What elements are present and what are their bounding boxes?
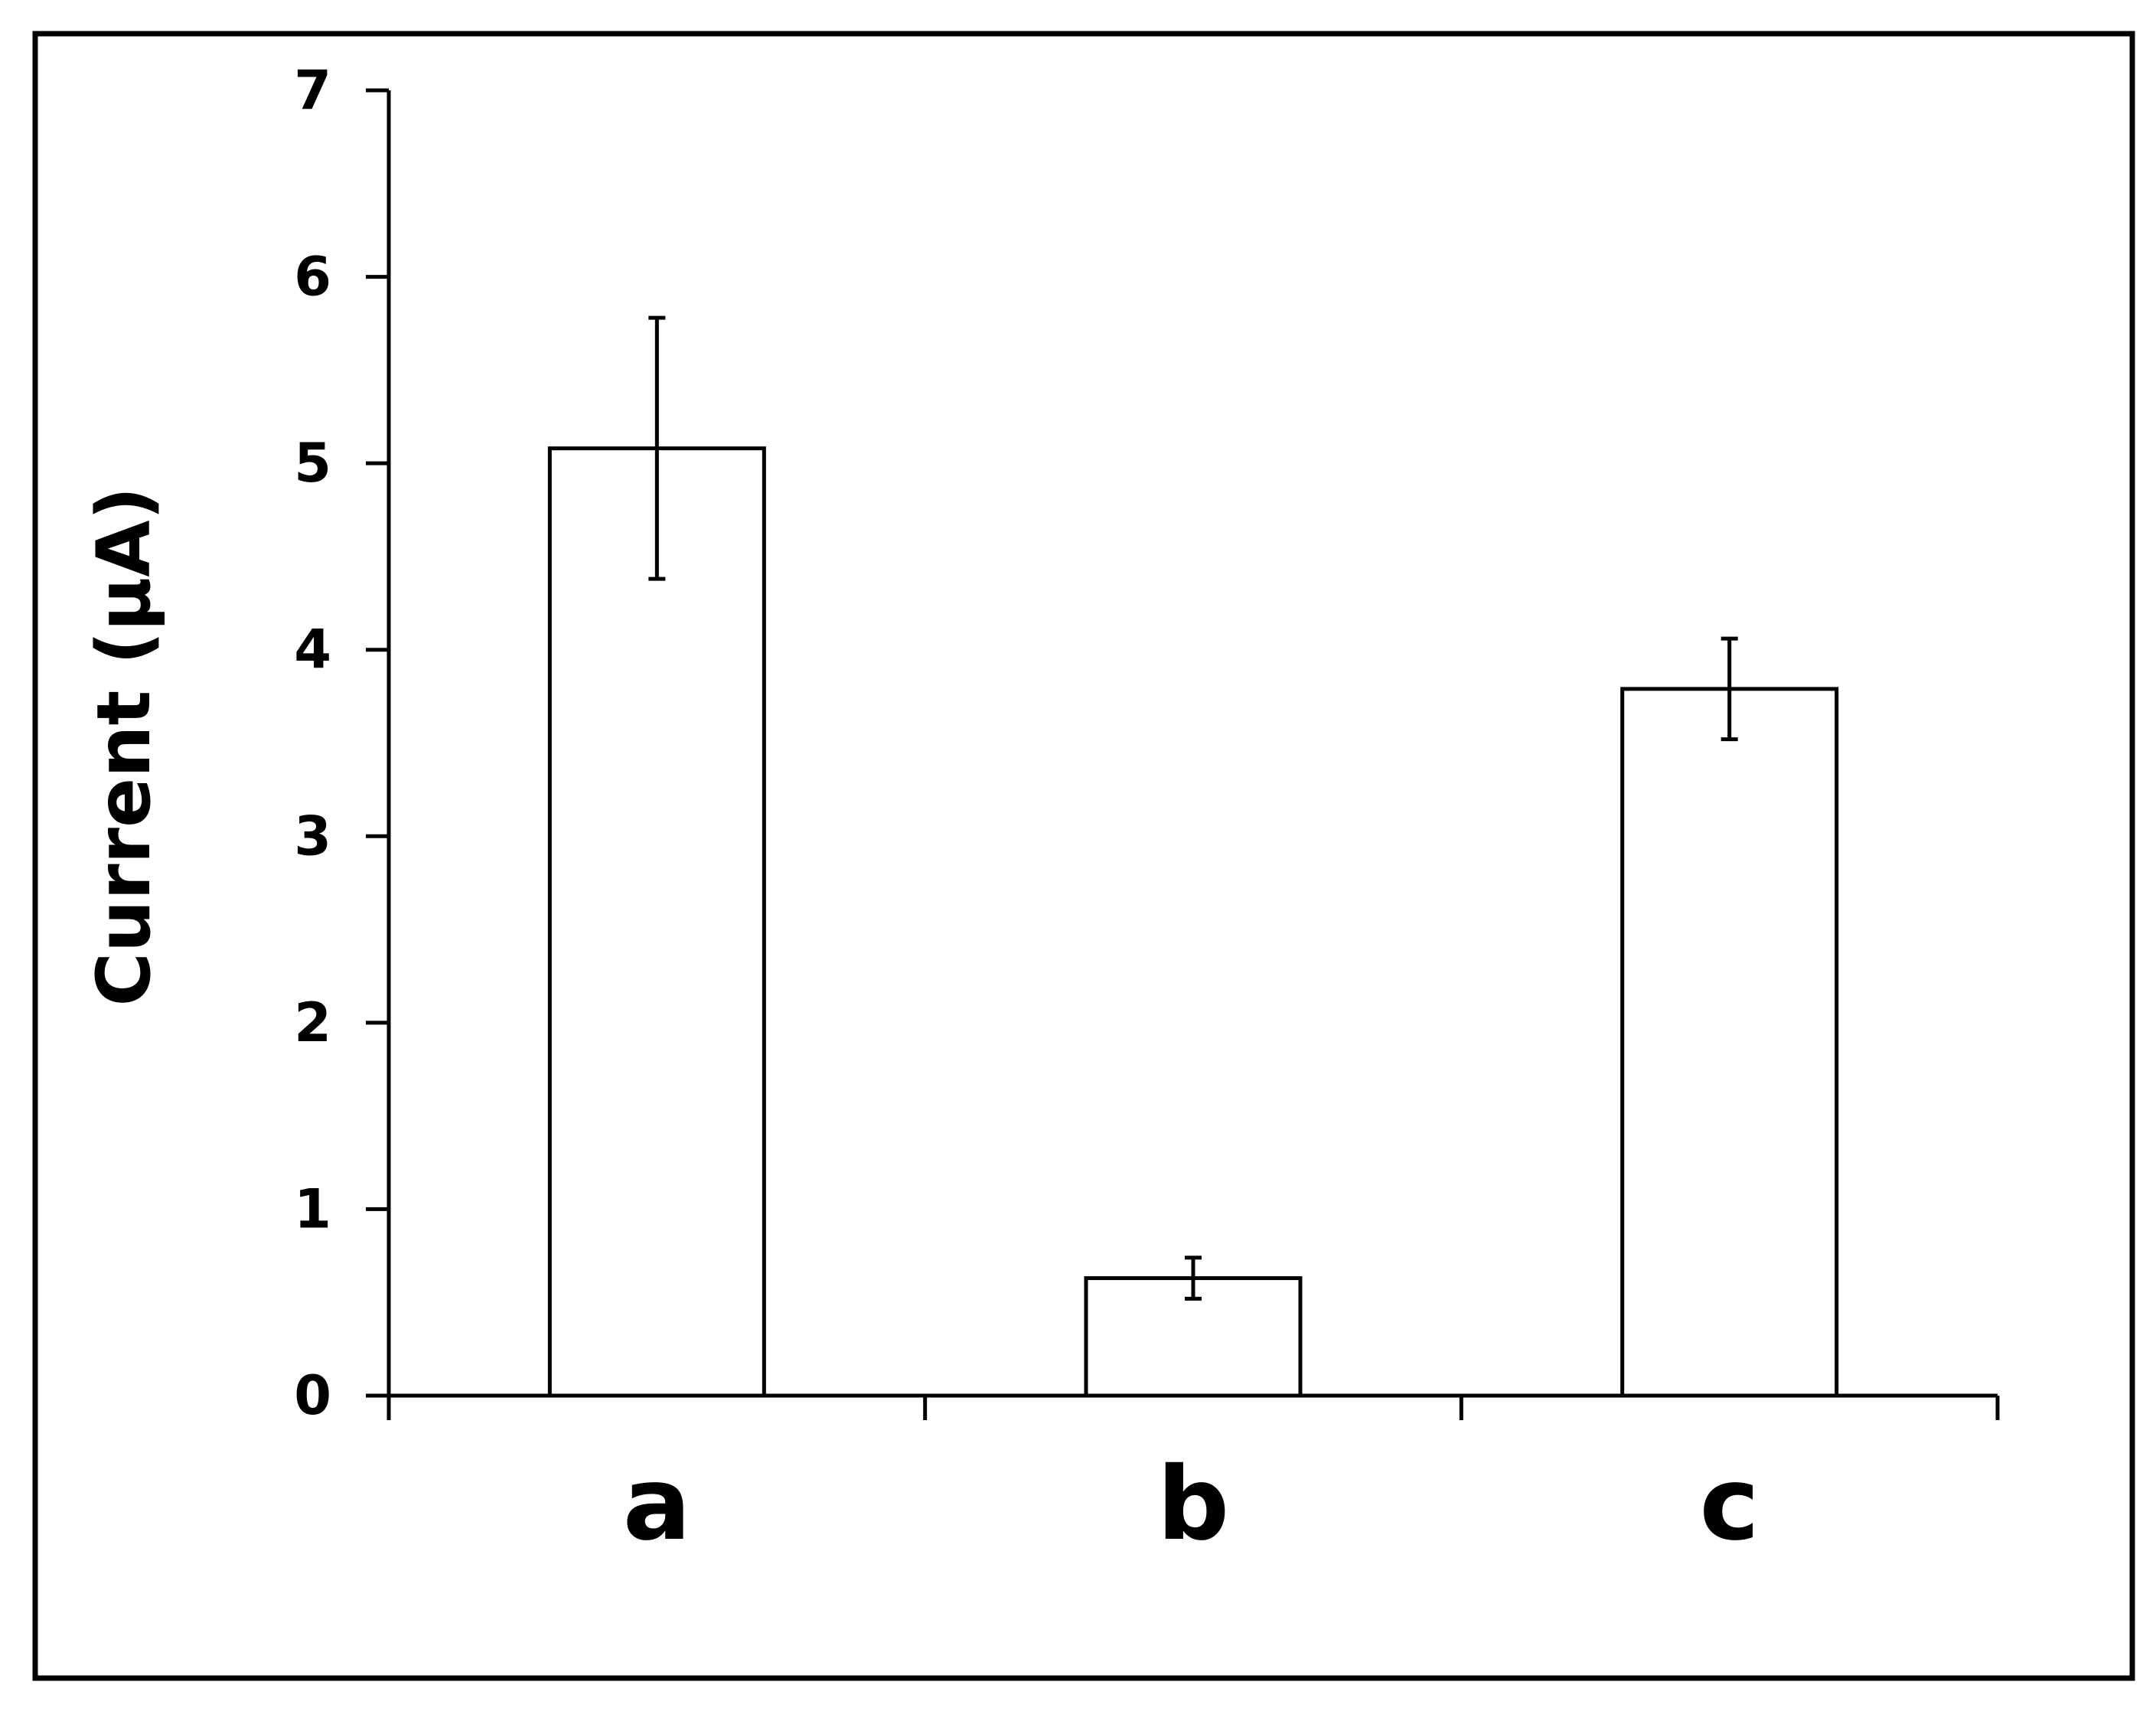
y-tick-label: 3 (294, 805, 331, 867)
bar-c (1620, 687, 1839, 1398)
y-tick-label: 1 (294, 1177, 331, 1240)
y-axis-title: Current (μA) (81, 487, 167, 1007)
y-tick-label: 7 (294, 59, 331, 122)
y-tick-label: 4 (294, 619, 331, 681)
y-axis: 0 1 2 3 4 5 6 7 (294, 59, 391, 1427)
y-tick-label: 5 (294, 432, 331, 495)
y-tick-label: 0 (294, 1364, 331, 1427)
x-tick-label-c: c (1700, 1445, 1760, 1563)
bars (547, 446, 1839, 1398)
y-tick-label: 2 (294, 991, 331, 1054)
x-tick-label-a: a (623, 1445, 691, 1563)
error-bars (648, 315, 1738, 1301)
bar-a (547, 446, 766, 1398)
x-tick-label-b: b (1157, 1445, 1230, 1563)
y-tick-label: 6 (294, 246, 331, 309)
